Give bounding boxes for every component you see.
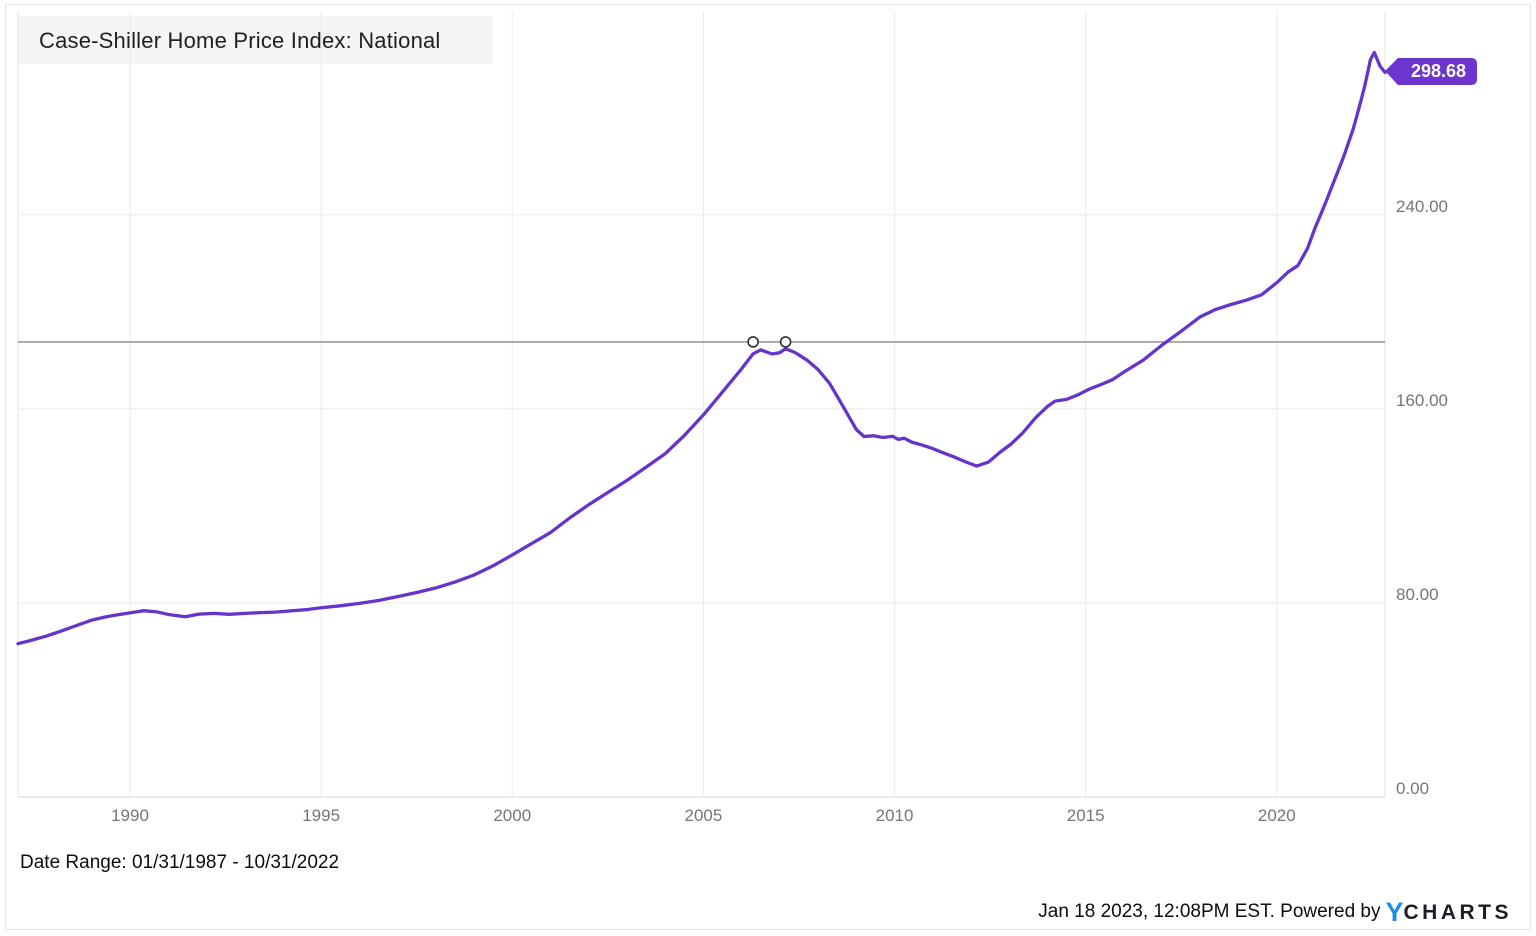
ycharts-logo-text: CHARTS [1403,900,1512,924]
date-range-label: Date Range: 01/31/1987 - 10/31/2022 [20,852,340,873]
x-tick-label: 2000 [493,806,532,825]
y-tick-label: 0.00 [1396,779,1430,798]
peak-marker-circle [747,336,759,348]
x-tick-label: 1990 [111,806,149,825]
x-tick-label: 2015 [1066,806,1105,825]
x-tick-label: 2010 [875,806,914,825]
chart-title: Case-Shiller Home Price Index: National [39,28,441,53]
ycharts-logo-y-icon: Y [1385,896,1404,927]
y-tick-label: 240.00 [1396,196,1448,216]
y-tick-label: 160.00 [1396,390,1448,410]
y-tick-label: 80.00 [1396,584,1439,604]
badge-arrow-shape [1385,58,1477,85]
home-price-index-line [16,50,1387,646]
current-value-badge: 298.68 [1384,56,1479,87]
current-value-label: 298.68 [1410,61,1467,81]
ycharts-logo[interactable]: Y CHARTS [1385,896,1512,927]
x-tick-label: 1995 [302,806,341,825]
footer-timestamp: Jan 18 2023, 12:08PM EST. Powered by [1038,901,1381,922]
chart-title-box: Case-Shiller Home Price Index: National [18,16,493,64]
x-tick-label: 2005 [684,806,723,825]
peak-marker-circle [779,336,792,348]
footer: Jan 18 2023, 12:08PM EST. Powered by Y CH… [1038,895,1512,929]
x-tick-label: 2020 [1257,806,1296,825]
